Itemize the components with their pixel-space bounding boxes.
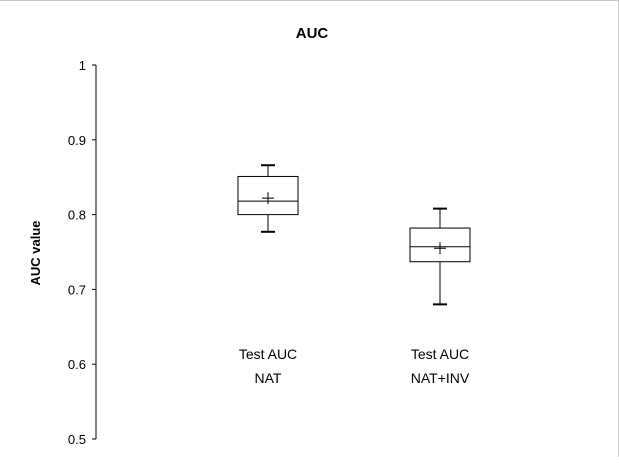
category-label-line1: Test AUC — [239, 346, 297, 362]
box-plot-1 — [237, 164, 299, 233]
y-tick-label: 0.6 — [68, 357, 86, 372]
category-label-line1: Test AUC — [411, 346, 469, 362]
category-label-line2: NAT — [255, 370, 282, 386]
category-label-line2: NAT+INV — [411, 370, 470, 386]
y-tick-label: 0.8 — [68, 208, 86, 223]
y-axis-label: AUC value — [28, 220, 43, 285]
y-tick-label: 1 — [79, 58, 86, 73]
box-plot-2 — [409, 207, 471, 306]
chart-title: AUC — [296, 25, 329, 42]
y-tick-label: 0.9 — [68, 133, 86, 148]
y-tick-label: 0.7 — [68, 282, 86, 297]
y-tick-label: 0.5 — [68, 432, 86, 447]
